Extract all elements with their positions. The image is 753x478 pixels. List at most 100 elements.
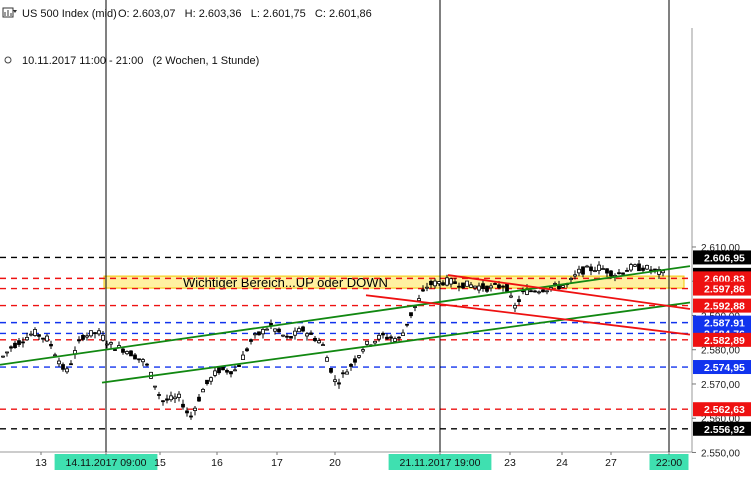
candle-up	[333, 379, 337, 382]
candle-up	[489, 285, 493, 289]
collapse-icon[interactable]	[4, 56, 12, 64]
level-badge	[693, 360, 751, 375]
candle-up	[33, 329, 37, 336]
x-tick-label: 15	[154, 457, 166, 469]
candle-up	[305, 333, 309, 337]
candle-up	[597, 264, 601, 271]
candle-down	[501, 285, 505, 288]
candle-up	[213, 370, 217, 376]
candle-up	[473, 285, 477, 289]
candle-down	[481, 283, 485, 289]
candle-down	[205, 379, 209, 385]
candle-up	[417, 298, 421, 301]
candle-up	[153, 385, 157, 388]
candle-down	[637, 263, 641, 272]
candle-down	[301, 326, 305, 332]
candle-up	[601, 268, 605, 270]
candle-up	[97, 330, 101, 335]
x-cursor-badge	[388, 454, 492, 470]
candle-down	[429, 280, 433, 286]
candle-up	[425, 286, 429, 289]
candle-down	[37, 334, 41, 337]
candle-up	[209, 377, 213, 382]
candle-down	[309, 332, 313, 335]
candle-down	[541, 289, 545, 293]
candle-down	[257, 331, 261, 336]
candle-up	[177, 393, 181, 398]
candle-up	[233, 369, 237, 372]
candle-down	[621, 272, 625, 275]
x-tick-label: 24	[556, 457, 568, 469]
candle-down	[81, 334, 85, 340]
level-badge	[693, 315, 751, 330]
candle-down	[625, 270, 629, 272]
x-tick-label: 21.11.2017 19:00	[400, 457, 481, 469]
candle-up	[545, 290, 549, 293]
level-badge	[693, 298, 751, 313]
candle-up	[477, 285, 481, 291]
trendline-lower-red	[365, 294, 691, 336]
candle-up	[293, 330, 297, 336]
candle-up	[469, 284, 473, 288]
candle-down	[289, 336, 293, 339]
candle-down	[13, 342, 17, 349]
candle-down	[237, 364, 241, 367]
candle-down	[157, 394, 161, 396]
candle-down	[133, 354, 137, 360]
level-badge-label: 2.562,63	[704, 404, 745, 416]
level-badge-label: 2.556,92	[704, 424, 745, 436]
x-tick-label: 20	[329, 457, 341, 469]
candle-up	[401, 332, 405, 336]
candle-up	[577, 268, 581, 274]
candle-down	[21, 341, 25, 344]
candle-down	[197, 396, 201, 402]
candle-up	[537, 291, 541, 294]
candle-down	[653, 268, 657, 271]
candle-down	[245, 348, 249, 352]
candle-down	[529, 290, 533, 293]
level-badge-label: 2.606,95	[704, 252, 745, 264]
candle-down	[485, 285, 489, 292]
candle-up	[373, 340, 377, 344]
chart-menu-icon[interactable]	[2, 7, 17, 18]
candle-down	[77, 339, 81, 342]
x-tick-label: 14.11.2017 09:00	[66, 457, 147, 469]
ohlc-readout: O: 2.603,07 H: 2.603,36 L: 2.601,75 C: 2…	[118, 8, 372, 20]
candle-down	[229, 371, 233, 375]
x-tick-label: 27	[605, 457, 617, 469]
y-tick-label: 2.610,00	[701, 243, 740, 254]
candle-down	[61, 364, 65, 370]
candle-down	[121, 348, 125, 353]
candle-down	[313, 337, 317, 342]
candle-up	[281, 334, 285, 337]
y-tick-label: 2.550,00	[701, 448, 740, 459]
candle-up	[45, 335, 49, 342]
candle-up	[657, 269, 661, 275]
candle-down	[185, 410, 189, 414]
candle-up	[513, 304, 517, 309]
candle-up	[393, 338, 397, 342]
candle-down	[389, 336, 393, 339]
trendline-upper	[0, 265, 691, 366]
trendline-lower	[101, 301, 691, 384]
level-badge	[693, 332, 751, 347]
candle-up	[661, 270, 665, 274]
candle-up	[53, 354, 57, 357]
level-badge	[693, 421, 751, 436]
candle-up	[633, 264, 637, 267]
candle-up	[561, 285, 565, 288]
candle-up	[125, 351, 129, 355]
candle-down	[145, 363, 149, 366]
candle-down	[493, 283, 497, 285]
candle-up	[141, 359, 145, 363]
candle-up	[377, 334, 381, 340]
candle-up	[445, 277, 449, 286]
candle-up	[317, 340, 321, 344]
candle-down	[41, 337, 45, 340]
candle-down	[189, 415, 193, 418]
candle-down	[517, 299, 521, 303]
candle-up	[365, 340, 369, 345]
candle-up	[5, 351, 9, 354]
